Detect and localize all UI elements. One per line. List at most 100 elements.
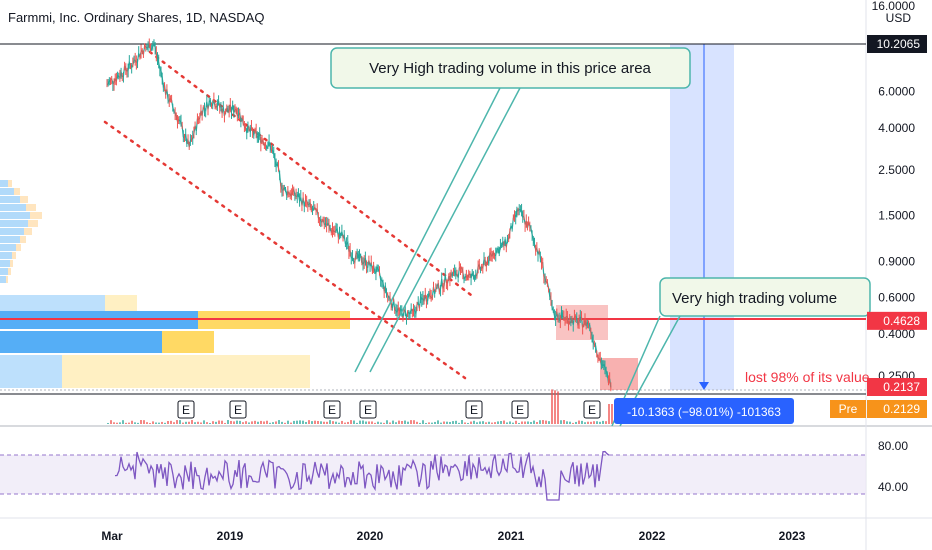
volume-profile-bar <box>0 212 30 219</box>
volume-bar <box>311 421 313 424</box>
volume-profile-bar <box>0 331 162 353</box>
volume-bar <box>260 420 262 424</box>
volume-bar <box>314 420 316 424</box>
volume-bar <box>320 421 322 424</box>
volume-profile-bar <box>0 236 20 243</box>
volume-bar <box>434 421 436 424</box>
channel-lower-line[interactable] <box>103 120 467 380</box>
time-tick-label: 2022 <box>639 529 666 543</box>
volume-bar <box>599 421 601 424</box>
volume-profile-bar <box>8 268 11 275</box>
volume-bar <box>536 422 538 424</box>
volume-bar <box>173 422 175 424</box>
volume-bar <box>317 420 319 424</box>
price-badge-text: 0.2129 <box>883 402 920 416</box>
price-tick-label: 0.6000 <box>878 291 915 305</box>
volume-bar <box>275 421 277 424</box>
volume-bar <box>455 420 457 424</box>
rsi-tick-80: 80.00 <box>878 439 908 453</box>
earnings-event-marker[interactable]: E <box>511 400 529 419</box>
volume-bar <box>278 420 280 424</box>
callout-2[interactable]: Very high trading volume <box>611 277 871 427</box>
volume-bar <box>158 422 160 424</box>
measure-label-text: -10.1363 (−98.01%) -101363 <box>627 405 781 419</box>
volume-profile-bar <box>62 355 310 388</box>
volume-bar <box>401 421 403 424</box>
price-badge: 10.2065 <box>867 35 927 53</box>
price-tick-label: 0.9000 <box>878 254 915 268</box>
volume-profile-bar <box>0 188 14 195</box>
volume-bar <box>590 421 592 424</box>
volume-bar <box>383 422 385 424</box>
volume-profile-bar <box>24 228 32 235</box>
earnings-event-marker[interactable]: E <box>229 400 247 419</box>
volume-bar <box>452 421 454 424</box>
volume-bar <box>380 422 382 424</box>
channel-upper-line[interactable] <box>148 50 477 300</box>
volume-bar <box>107 422 109 424</box>
chart-title: Farmmi, Inc. Ordinary Shares, 1D, NASDAQ <box>8 10 264 25</box>
volume-bar <box>200 422 202 424</box>
volume-bar <box>134 422 136 424</box>
volume-bar <box>449 421 451 424</box>
earnings-event-marker[interactable]: E <box>583 400 601 419</box>
volume-bar <box>527 421 529 424</box>
volume-bar <box>245 421 247 424</box>
volume-bar <box>182 422 184 424</box>
volume-bar <box>371 421 373 424</box>
price-badge-bg <box>867 378 927 396</box>
measure-range-box[interactable] <box>670 44 734 390</box>
volume-bar <box>428 422 430 424</box>
volume-bar <box>362 420 364 424</box>
volume-bar <box>416 421 418 424</box>
time-tick-label: 2023 <box>779 529 806 543</box>
volume-bar <box>533 420 535 424</box>
volume-bar <box>578 420 580 424</box>
price-axis-ticks: 6.0000 4.0000 2.5000 1.5000 0.9000 0.6000 0.40… <box>878 85 915 383</box>
volume-bar <box>176 420 178 424</box>
volume-bar <box>350 420 352 424</box>
volume-profile-bar <box>20 236 26 243</box>
currency-label: USD <box>886 11 912 25</box>
volume-bar <box>155 422 157 424</box>
time-tick-label: Mar <box>101 529 123 543</box>
volume-bar <box>470 421 472 424</box>
volume-bar <box>167 420 169 424</box>
volume-bar <box>236 420 238 424</box>
volume-bar <box>137 422 139 424</box>
volume-bar <box>569 421 571 424</box>
volume-bar <box>464 422 466 424</box>
callout-1-pointer-b <box>369 87 521 373</box>
earnings-event-marker[interactable]: E <box>359 400 377 419</box>
earnings-event-marker[interactable]: E <box>323 400 341 419</box>
volume-bar <box>242 422 244 424</box>
volume-bar <box>257 421 259 424</box>
volume-bar <box>203 420 205 424</box>
volume-bar <box>329 420 331 424</box>
earnings-event-label: E <box>328 403 336 417</box>
earnings-event-box <box>583 400 601 419</box>
earnings-event-marker[interactable]: E <box>177 400 195 419</box>
callout-1[interactable]: Very High trading volume in this price a… <box>330 47 691 373</box>
volume-bar <box>404 420 406 424</box>
volume-profile-bar <box>20 196 28 203</box>
volume-bar <box>521 421 523 424</box>
pre-label-box <box>830 400 866 418</box>
volume-bar <box>341 420 343 424</box>
price-tick-label: 0.4000 <box>878 327 915 341</box>
volume-profile <box>0 180 350 388</box>
time-axis-ticks: Mar 2019 2020 2021 2022 2023 <box>101 529 805 543</box>
rsi-line <box>114 450 610 501</box>
volume-bar <box>560 420 562 424</box>
volume-bar <box>110 420 112 424</box>
volume-bar <box>179 420 181 424</box>
volume-bar <box>140 420 142 424</box>
earnings-event-marker[interactable]: E <box>465 400 483 419</box>
price-badge-bg <box>867 400 927 418</box>
earnings-event-box <box>323 400 341 419</box>
earnings-event-label: E <box>588 403 596 417</box>
time-tick-label: 2020 <box>357 529 384 543</box>
volume-bar <box>122 420 124 424</box>
volume-bar <box>602 420 604 424</box>
volume-profile-bar <box>0 295 105 311</box>
